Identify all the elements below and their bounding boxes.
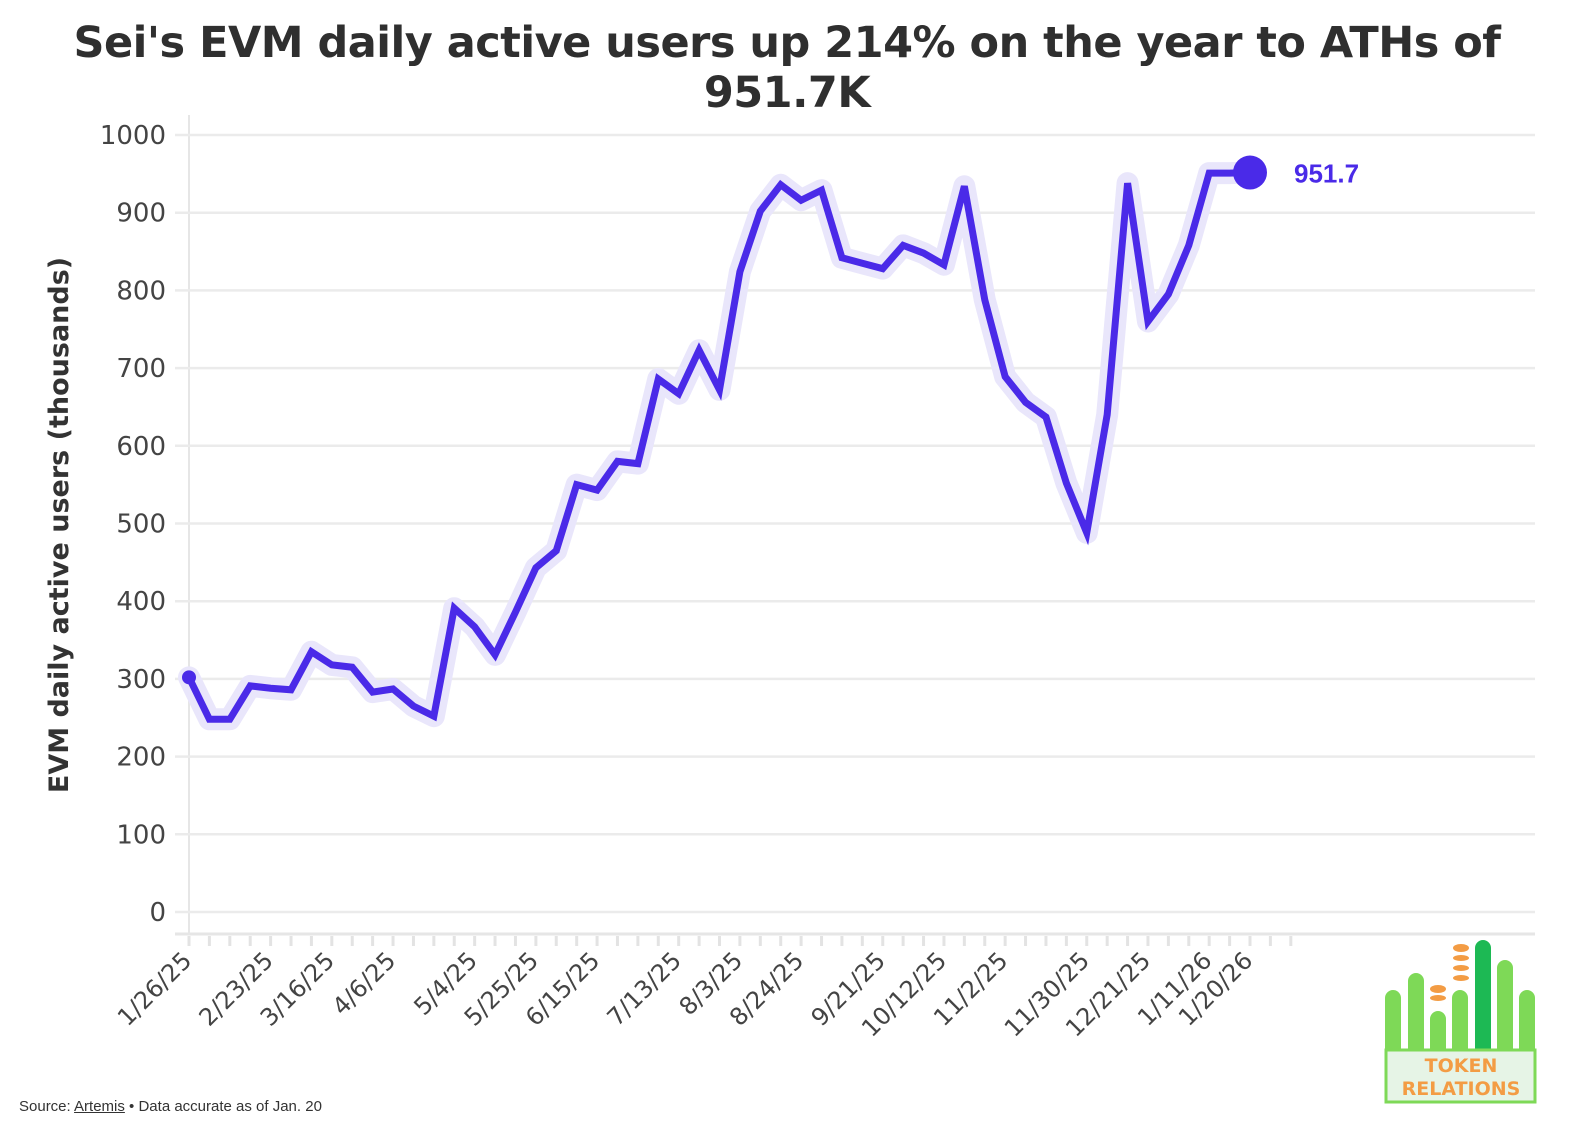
y-tick-label: 900 xyxy=(116,199,166,229)
y-tick-label: 400 xyxy=(116,587,166,617)
y-tick-label: 600 xyxy=(116,432,166,462)
y-tick-label: 300 xyxy=(116,665,166,695)
x-tick-label: 4/6/25 xyxy=(327,946,401,1020)
y-tick-label: 700 xyxy=(116,354,166,384)
y-tick-label: 500 xyxy=(116,510,166,540)
start-marker xyxy=(182,670,196,685)
x-tick-label: 1/26/25 xyxy=(112,946,197,1031)
source-suffix: • Data accurate as of Jan. 20 xyxy=(124,1098,322,1115)
logo-text-relations: RELATIONS xyxy=(1402,1078,1521,1100)
x-tick-label: 7/13/25 xyxy=(602,946,687,1031)
chart-title: Sei's EVM daily active users up 214% on … xyxy=(73,18,1501,118)
end-marker xyxy=(1233,155,1267,190)
y-axis-label: EVM daily active users (thousands) xyxy=(44,257,75,793)
source-link[interactable]: Artemis xyxy=(74,1098,125,1115)
line-chart: 0 100 200 300 400 500 600 700 800 900 1000 1/26/25… xyxy=(44,115,1535,1042)
source-note: Source: Artemis • Data accurate as of Ja… xyxy=(19,1098,322,1115)
series: 951.7 xyxy=(178,155,1359,731)
y-tick-label: 200 xyxy=(116,743,166,773)
y-axis: 0 100 200 300 400 500 600 700 800 900 1000 xyxy=(100,121,166,928)
grid xyxy=(175,115,1535,936)
logo-text-token: TOKEN xyxy=(1425,1055,1498,1077)
y-tick-label: 0 xyxy=(149,898,166,928)
x-axis: 1/26/252/23/253/16/254/6/25 5/4/255/25/25… xyxy=(112,936,1293,1042)
y-tick-label: 800 xyxy=(116,276,166,306)
token-relations-logo: TOKEN RELATIONS xyxy=(1384,940,1537,1104)
y-tick-label: 100 xyxy=(116,820,166,850)
end-value-label: 951.7 xyxy=(1294,159,1359,189)
y-tick-label: 1000 xyxy=(100,121,166,151)
source-prefix: Source: xyxy=(19,1098,75,1115)
